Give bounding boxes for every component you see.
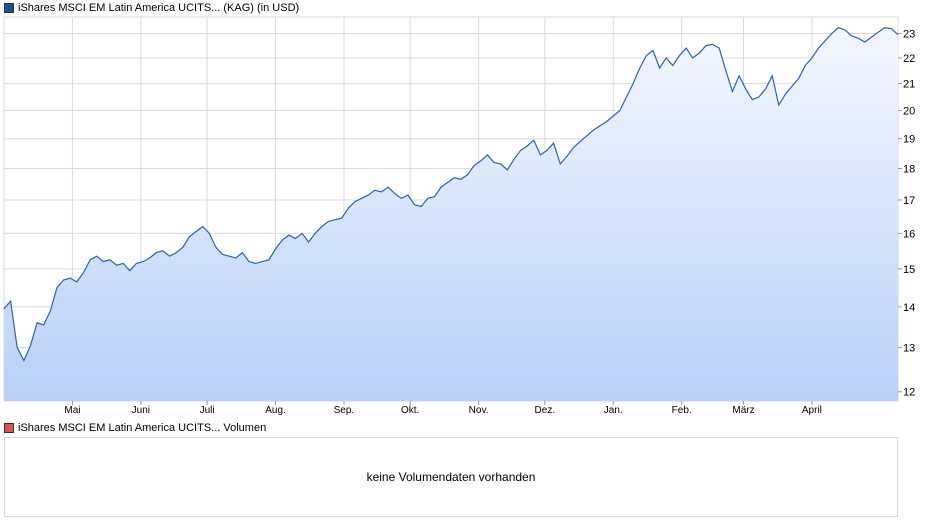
y-tick-label: 20 [903, 105, 915, 117]
volume-legend: iShares MSCI EM Latin America UCITS... V… [4, 421, 266, 435]
x-tick-label: Okt. [401, 405, 419, 416]
volume-series-swatch [4, 423, 14, 433]
price-series-swatch [4, 3, 14, 13]
y-tick-label: 16 [903, 228, 915, 240]
x-tick-label: Dez. [535, 405, 556, 416]
volume-panel: keine Volumendaten vorhanden [4, 437, 898, 517]
price-legend: iShares MSCI EM Latin America UCITS... (… [4, 1, 299, 15]
x-tick-label: Juni [132, 405, 150, 416]
x-tick-label: Jan. [604, 405, 623, 416]
y-tick-label: 23 [903, 29, 915, 41]
y-tick-label: 12 [903, 387, 915, 399]
y-tick-label: 18 [903, 163, 915, 175]
y-tick-label: 14 [903, 302, 915, 314]
no-volume-message: keine Volumendaten vorhanden [366, 470, 536, 484]
y-tick-label: 21 [903, 79, 915, 91]
x-tick-label: Sep. [334, 405, 355, 416]
x-tick-label: Feb. [672, 405, 692, 416]
x-tick-label: Mai [64, 405, 80, 416]
y-axis: 12 13 14 15 16 17 18 19 20 21 22 23 [898, 29, 915, 399]
price-legend-label: iShares MSCI EM Latin America UCITS... (… [18, 2, 300, 14]
price-area [4, 27, 898, 401]
volume-legend-label: iShares MSCI EM Latin America UCITS... V… [18, 422, 267, 434]
y-tick-label: 17 [903, 195, 915, 207]
price-line [3, 26, 899, 362]
x-tick-label: März [732, 405, 754, 416]
x-tick-label: Aug. [265, 405, 286, 416]
x-tick-label: Juli [200, 405, 215, 416]
y-tick-label: 22 [903, 53, 915, 65]
y-tick-label: 13 [903, 343, 915, 355]
y-tick-label: 15 [903, 264, 915, 276]
x-tick-label: April [802, 405, 822, 416]
y-tick-label: 19 [903, 134, 915, 146]
x-tick-label: Nov. [469, 405, 489, 416]
x-axis: Mai Juni Juli Aug. Sep. Okt. Nov. Dez. Jan. Feb. M… [64, 401, 822, 416]
price-chart: Mai Juni Juli Aug. Sep. Okt. Nov. Dez. Jan. Feb. M… [3, 16, 915, 416]
